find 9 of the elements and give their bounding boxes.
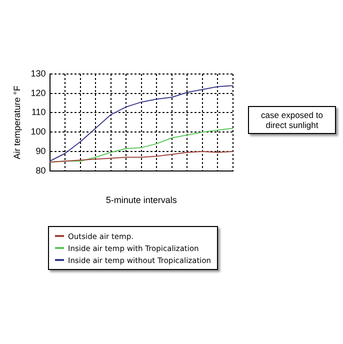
- y-tick-label: 130: [30, 68, 46, 78]
- y-tick-label: 80: [36, 165, 46, 176]
- y-axis-title: Air temperature °F: [12, 85, 22, 160]
- y-tick-label: 100: [30, 126, 46, 137]
- text: case exposed to direct sunlight: [260, 110, 324, 130]
- x-axis-title: 5-minute intervals: [106, 195, 178, 206]
- y-tick-label: 120: [30, 88, 46, 98]
- y-tick-label: 90: [36, 146, 46, 156]
- y-tick-label: 110: [31, 107, 46, 118]
